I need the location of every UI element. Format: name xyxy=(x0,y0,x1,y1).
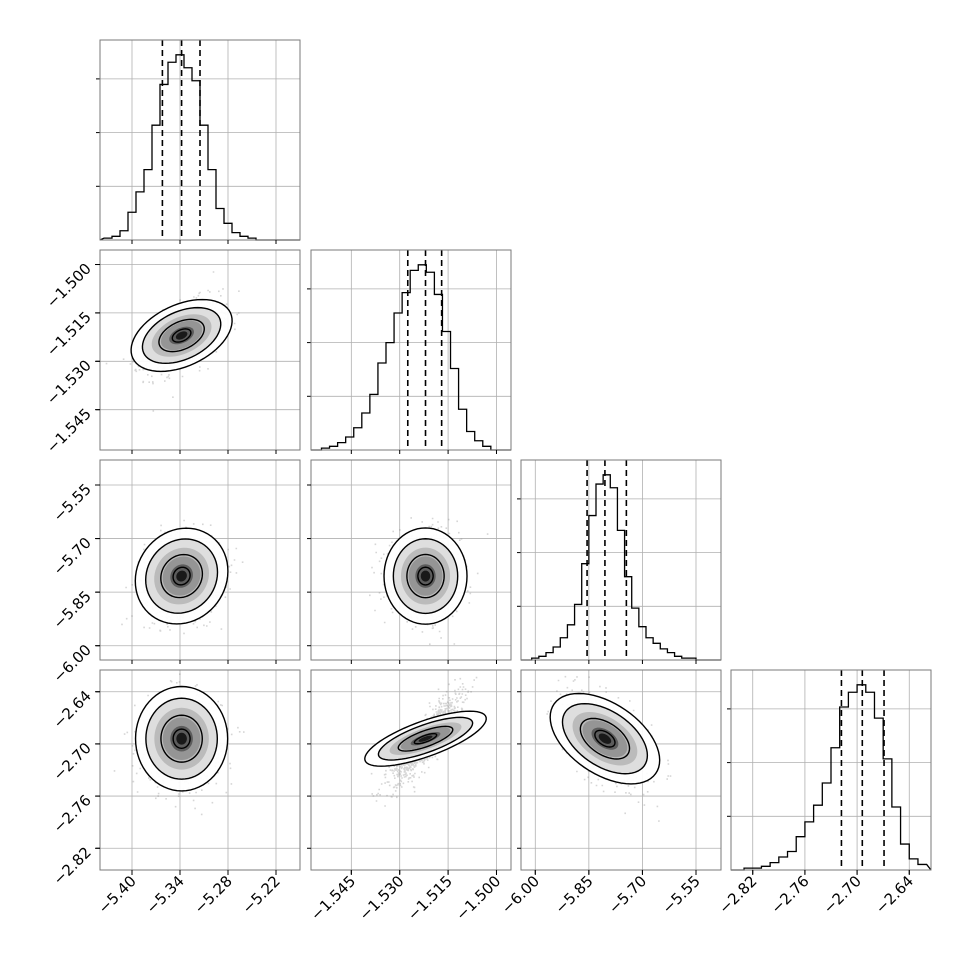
x-tick-label: −5.40 xyxy=(95,872,140,917)
x-tick-label: −2.76 xyxy=(768,872,813,917)
density-level xyxy=(176,732,187,745)
histogram-4 xyxy=(731,684,932,871)
contour-line xyxy=(141,306,222,365)
x-tick-label: −6.00 xyxy=(498,872,543,917)
y-tick-label: −6.00 xyxy=(50,641,95,686)
panel-frame xyxy=(520,459,722,661)
x-tick-label: −2.82 xyxy=(715,872,760,917)
contour-line xyxy=(579,717,631,760)
panel-frame xyxy=(310,669,512,871)
x-tick-label: −2.64 xyxy=(872,872,917,917)
density-level xyxy=(598,733,612,744)
x-tick-label: −5.70 xyxy=(605,872,650,917)
y-tick-label: −2.70 xyxy=(50,739,95,784)
contour-line xyxy=(172,728,191,749)
density-level xyxy=(175,331,188,340)
scatter-panel-1-2: −1.545−1.530−1.515−1.500 xyxy=(43,249,301,457)
density-level xyxy=(418,735,433,742)
density-layer xyxy=(105,271,240,412)
y-tick-label: −1.545 xyxy=(43,405,95,457)
contour-line xyxy=(364,710,487,767)
scatter-panel-2-3 xyxy=(307,459,512,664)
scatter-panel-3-4: −6.00 −5.85 −5.70 −5.55 xyxy=(498,669,722,917)
density-layer xyxy=(369,517,489,645)
density-layer xyxy=(546,675,672,822)
x-tick-label: −2.70 xyxy=(820,872,865,917)
contour-line xyxy=(377,716,474,761)
contour-line xyxy=(594,729,616,748)
panel-frame xyxy=(310,459,512,661)
histogram-1 xyxy=(99,54,300,241)
panel-frame xyxy=(99,249,301,451)
y-tick-label: −2.82 xyxy=(50,843,95,888)
contour-line xyxy=(171,328,192,343)
hist-panel-1 xyxy=(96,39,301,244)
x-tick-label: −1.545 xyxy=(307,872,359,924)
contour-line xyxy=(561,702,649,775)
contour-line xyxy=(413,732,438,745)
panel-frame xyxy=(99,669,301,871)
x-tick-label: −5.85 xyxy=(551,872,596,917)
scatter-panel-1-4: −5.40 −5.34 −5.28 −5.22 −2.82 −2.76 −2.70 −2.64 xyxy=(50,669,301,917)
x-tick-label: −1.530 xyxy=(356,872,408,924)
hist-panel-4: −2.82 −2.76 −2.70 −2.64 xyxy=(715,669,932,917)
y-tick-label: −1.530 xyxy=(43,356,95,408)
hist-panel-3 xyxy=(517,459,722,664)
y-tick-label: −2.76 xyxy=(50,791,95,836)
x-tick-label: −5.55 xyxy=(659,872,704,917)
y-tick-label: −5.70 xyxy=(50,534,95,579)
contour-line xyxy=(144,538,219,614)
panel-frame xyxy=(99,459,301,661)
contour-line xyxy=(406,553,445,599)
y-tick-label: −2.64 xyxy=(50,687,95,732)
x-tick-label: −1.515 xyxy=(404,872,456,924)
contour-line xyxy=(160,714,203,763)
y-tick-label: −5.85 xyxy=(50,587,95,632)
density-layer xyxy=(364,670,487,807)
y-tick-label: −1.515 xyxy=(43,308,95,360)
contour-line xyxy=(158,318,205,353)
hist-panel-2 xyxy=(307,249,512,454)
contour-line xyxy=(383,527,468,625)
contour-line xyxy=(130,298,233,373)
panel-frame xyxy=(99,39,301,241)
contour-line xyxy=(145,697,219,780)
histogram-3 xyxy=(521,474,721,661)
density-layer xyxy=(121,519,244,635)
x-tick-label: −5.34 xyxy=(143,872,188,917)
contour-line xyxy=(392,538,459,615)
contour-line xyxy=(134,685,229,792)
contour-line xyxy=(172,566,191,586)
scatter-panel-1-3: −6.00 −5.85 −5.70 −5.55 xyxy=(50,459,301,686)
x-tick-label: −1.500 xyxy=(452,872,504,924)
x-tick-label: −5.22 xyxy=(239,872,284,917)
density-level xyxy=(420,570,431,582)
density-layer xyxy=(113,673,245,816)
contour-line xyxy=(549,692,661,785)
panel-frame xyxy=(520,669,722,871)
contour-line xyxy=(417,566,434,586)
contour-line xyxy=(160,553,204,599)
y-tick-label: −1.500 xyxy=(43,260,95,312)
x-tick-label: −5.28 xyxy=(191,872,236,917)
panel-frame xyxy=(310,249,512,451)
contour-line xyxy=(134,527,229,625)
contour-line xyxy=(397,725,454,752)
histogram-2 xyxy=(311,264,511,451)
panel-frame xyxy=(730,669,932,871)
y-tick-label: −5.55 xyxy=(50,480,95,525)
density-level xyxy=(176,570,187,582)
scatter-panel-2-4: −1.545−1.530−1.515−1.500 xyxy=(307,669,512,924)
